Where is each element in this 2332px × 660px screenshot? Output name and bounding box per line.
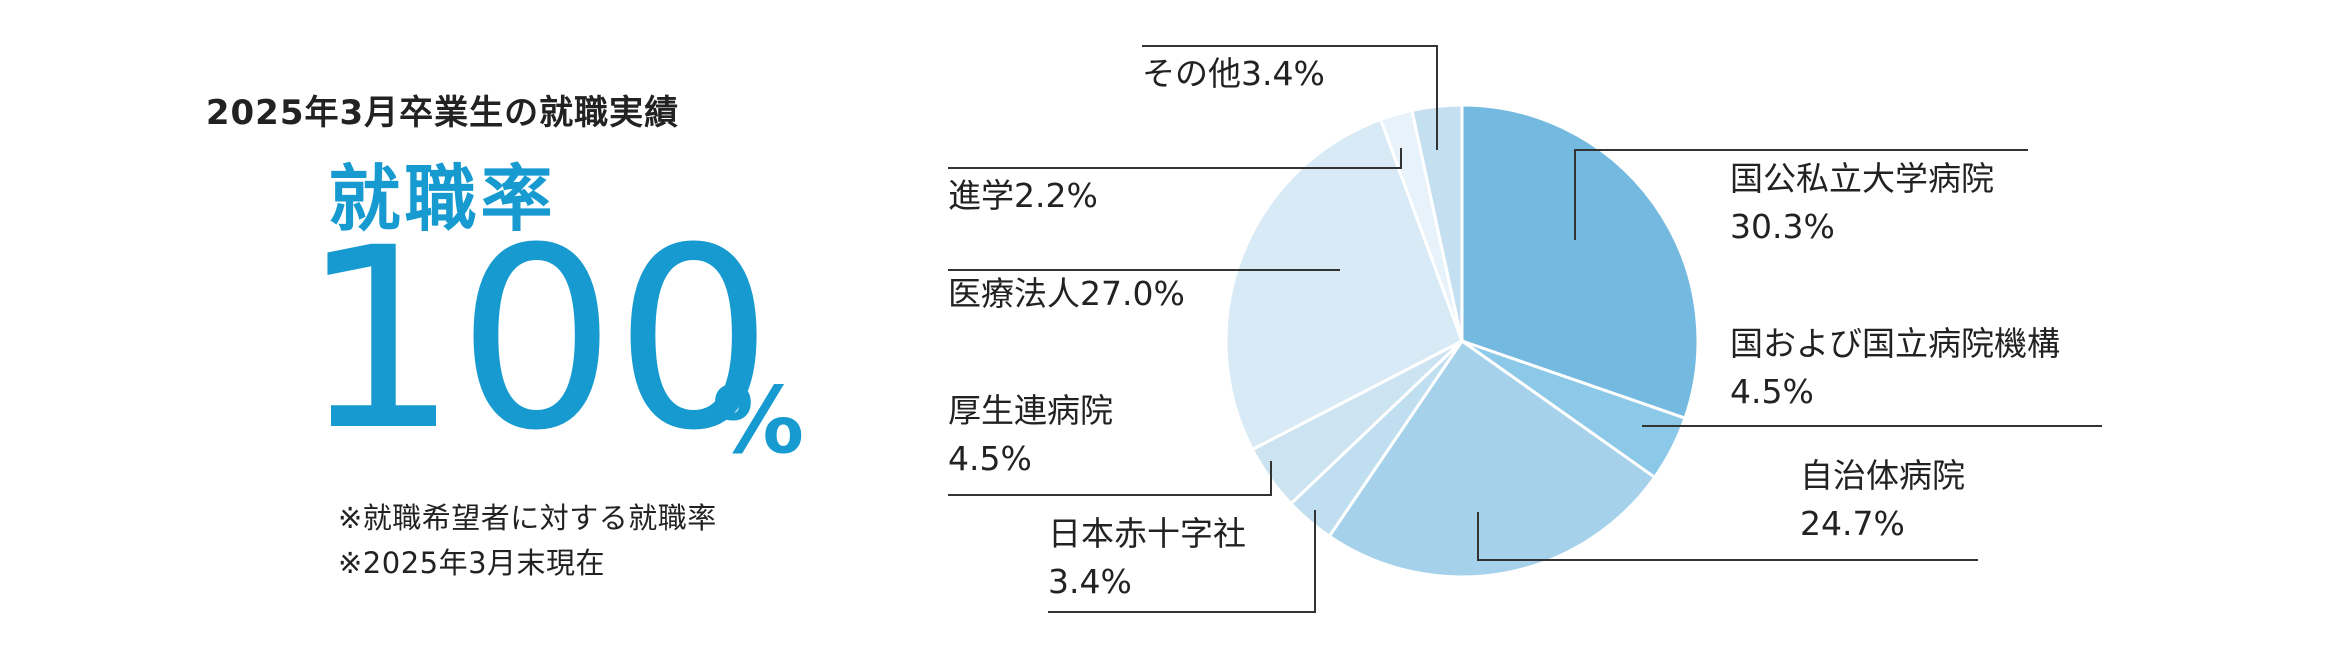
slice-label-8: その他3.4% bbox=[1142, 54, 1325, 93]
pie-slice-6 bbox=[1224, 117, 1464, 452]
slice-value-2: 4.5% bbox=[1730, 372, 1814, 411]
leader-line-3 bbox=[1477, 512, 1978, 561]
slice-label-4: 日本赤十字社 bbox=[1048, 514, 1246, 553]
slice-label-1: 国公私立大学病院 bbox=[1730, 159, 1994, 198]
leader-line-8 bbox=[1142, 45, 1438, 150]
slice-value-1: 30.3% bbox=[1730, 207, 1835, 246]
slice-value-3: 24.7% bbox=[1800, 504, 1905, 543]
slice-label-5: 厚生連病院 bbox=[948, 391, 1113, 430]
slice-label-6: 医療法人27.0% bbox=[948, 274, 1185, 313]
slice-label-7: 進学2.2% bbox=[948, 176, 1098, 215]
leader-line-7 bbox=[948, 148, 1402, 169]
leader-line-1 bbox=[1574, 149, 2028, 240]
pie-slice-1 bbox=[1460, 103, 1700, 421]
headline: 2025年3月卒業生の就職実績 bbox=[205, 93, 680, 133]
note-as-of-date: ※2025年3月末現在 bbox=[338, 546, 606, 580]
slice-value-4: 3.4% bbox=[1048, 562, 1132, 601]
note-employment-basis: ※就職希望者に対する就職率 bbox=[338, 501, 717, 535]
slice-label-2: 国および国立病院機構 bbox=[1730, 324, 2060, 363]
employment-rate-value: 100 bbox=[300, 194, 773, 485]
slice-label-3: 自治体病院 bbox=[1800, 456, 1965, 495]
slice-value-5: 4.5% bbox=[948, 439, 1032, 478]
pie-slice-3 bbox=[1327, 338, 1657, 579]
employment-rate-unit: % bbox=[712, 367, 805, 474]
employment-rate-title: 就職率 bbox=[328, 157, 557, 241]
leader-line-5 bbox=[948, 461, 1272, 496]
leader-line-4 bbox=[1048, 510, 1316, 613]
